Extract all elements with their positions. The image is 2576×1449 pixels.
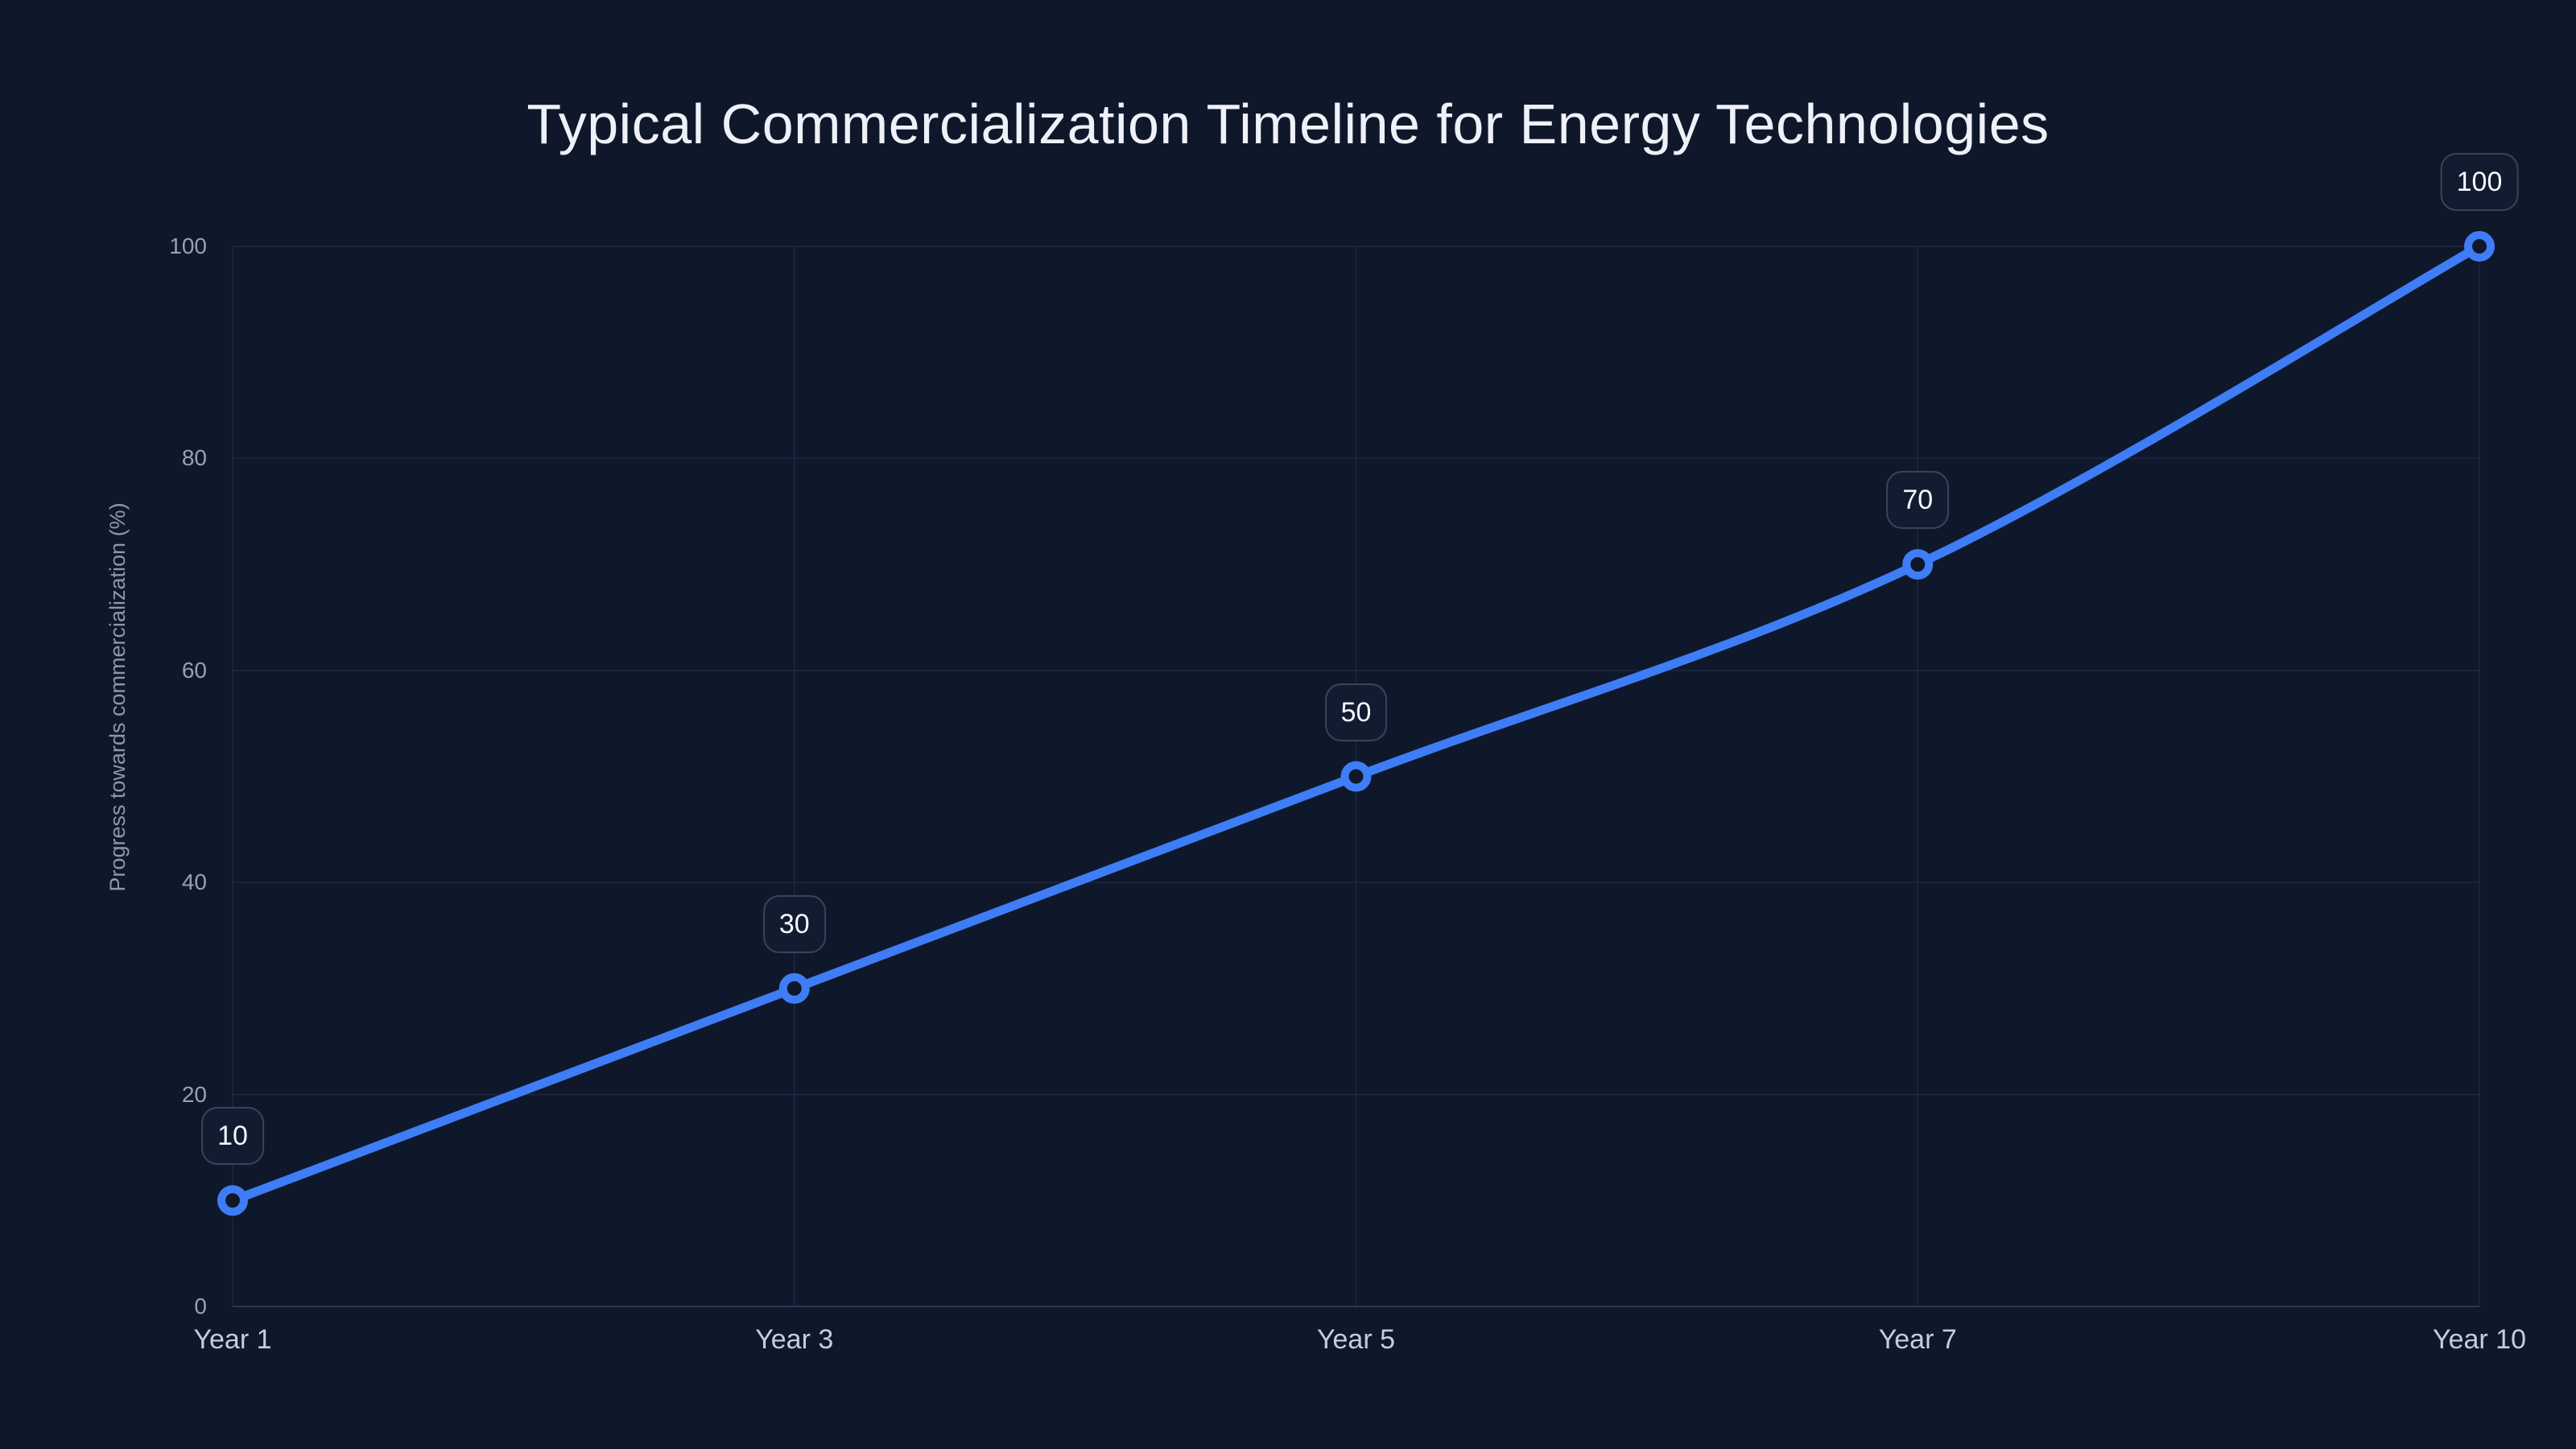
point-label: 30 bbox=[762, 894, 826, 953]
x-tick-label: Year 10 bbox=[2433, 1324, 2526, 1355]
data-point-marker[interactable] bbox=[1902, 549, 1934, 580]
data-point-marker[interactable] bbox=[778, 972, 810, 1004]
x-tick-label: Year 7 bbox=[1878, 1324, 1957, 1355]
y-tick-label: 20 bbox=[181, 1081, 207, 1107]
point-label: 70 bbox=[1886, 471, 1950, 530]
y-tick-label: 100 bbox=[169, 233, 207, 258]
y-tick-label: 80 bbox=[181, 445, 207, 471]
x-tick-label: Year 3 bbox=[755, 1324, 834, 1355]
y-tick-label: 60 bbox=[181, 657, 207, 683]
point-label: 10 bbox=[201, 1107, 264, 1166]
data-point-marker[interactable] bbox=[1340, 761, 1372, 792]
x-tick-label: Year 1 bbox=[193, 1324, 272, 1355]
data-point-marker[interactable] bbox=[217, 1185, 248, 1216]
y-tick-label: 0 bbox=[194, 1294, 207, 1319]
data-point-marker[interactable] bbox=[2464, 231, 2495, 262]
point-label: 100 bbox=[2440, 153, 2519, 211]
y-tick-label: 40 bbox=[181, 869, 207, 895]
point-label: 50 bbox=[1324, 683, 1388, 741]
x-tick-label: Year 5 bbox=[1316, 1324, 1396, 1355]
chart-title: Typical Commercialization Timeline for E… bbox=[526, 93, 2050, 155]
